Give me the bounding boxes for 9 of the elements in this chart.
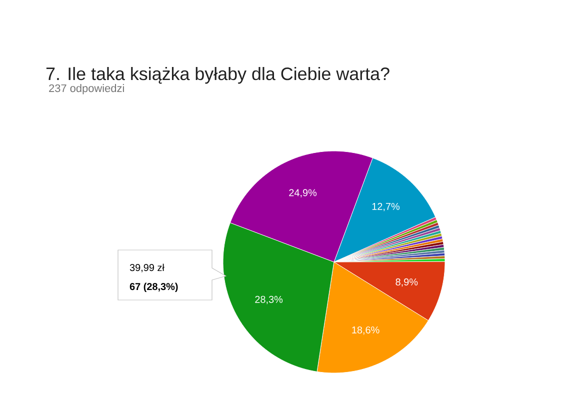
data-label: 28,3% (255, 296, 283, 304)
text: 67 (28,3%) (130, 282, 178, 292)
data-label: 24,9% (289, 189, 317, 198)
data-label: 18,6% (352, 326, 380, 335)
data-label: 8,9% (396, 278, 418, 287)
chart-title: 7. Ile taka książka byłaby dla Ciebie warta? (46, 66, 390, 84)
text: 39,99 zł (130, 264, 164, 272)
text: 237 odpowiedzi (49, 84, 124, 94)
data-label: 12,7% (372, 202, 400, 212)
